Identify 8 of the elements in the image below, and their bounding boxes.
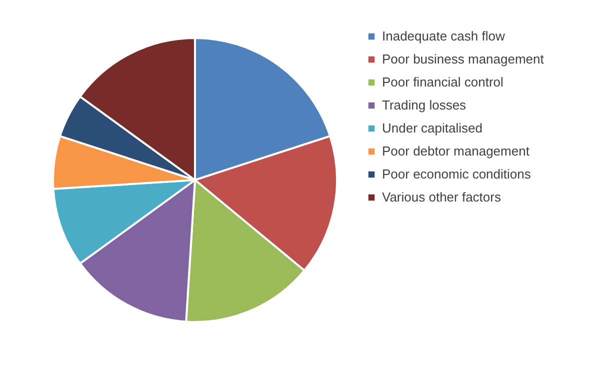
- legend-label: Inadequate cash flow: [382, 28, 506, 44]
- legend-label: Various other factors: [382, 190, 502, 204]
- legend-label: Poor debtor management: [382, 144, 530, 158]
- legend-label: Poor economic conditions: [382, 166, 532, 182]
- legend-label: Under capitalised: [382, 120, 482, 136]
- legend-label: Poor business management: [382, 52, 544, 66]
- legend-label: Poor financial control: [382, 74, 504, 90]
- legend-label: Trading losses: [382, 98, 467, 112]
